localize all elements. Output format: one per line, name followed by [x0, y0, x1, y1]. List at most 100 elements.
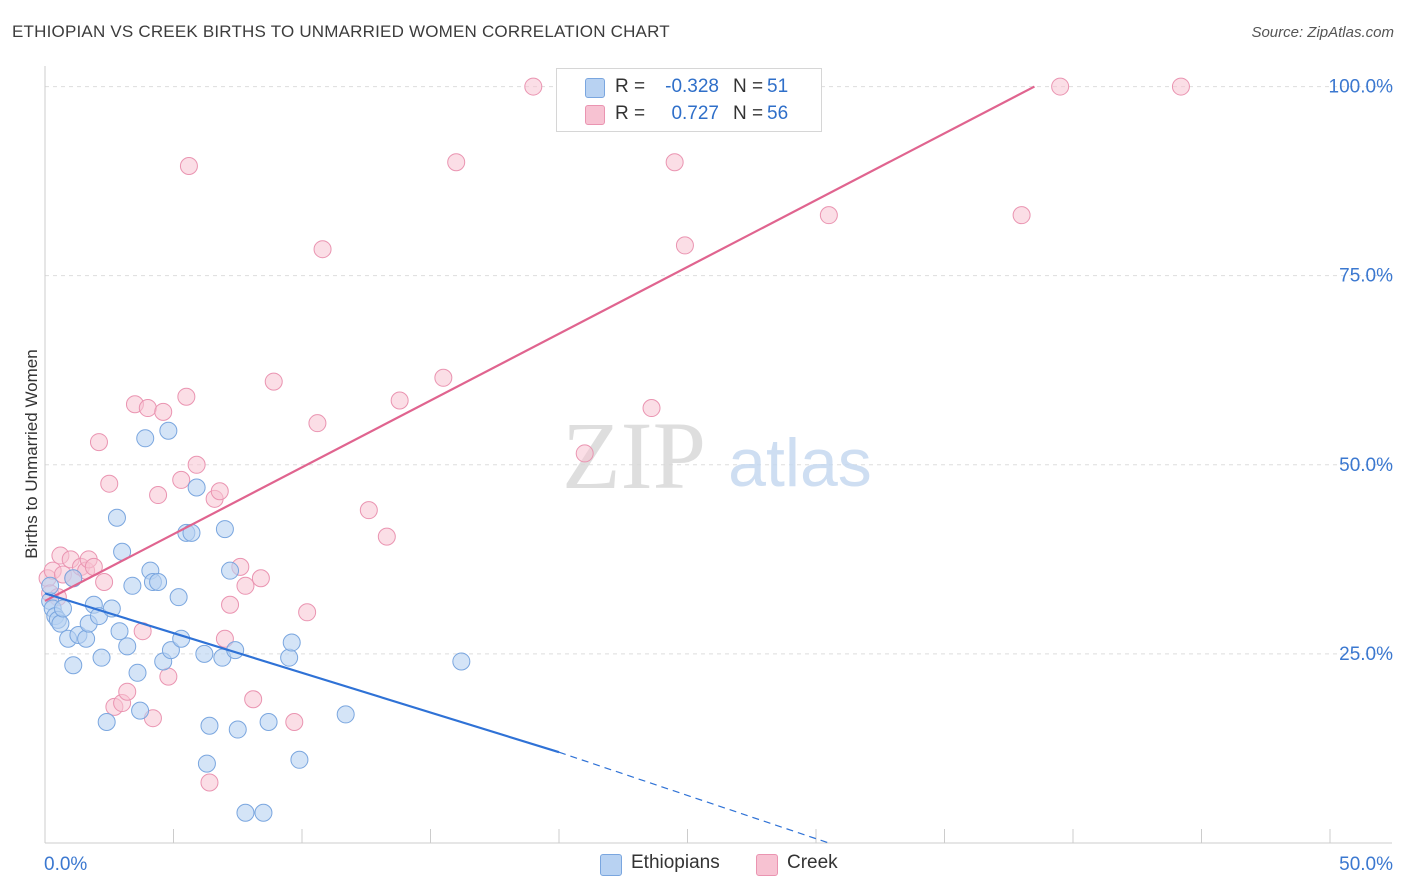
source-label: Source: ZipAtlas.com	[1251, 24, 1394, 41]
watermark: ZIP atlas	[562, 402, 872, 509]
ethiopian-point-46	[254, 803, 273, 822]
ethiopian-point-51	[336, 705, 355, 724]
ethiopian-point-38	[197, 754, 216, 773]
y-tick-label-1: 50.0%	[1339, 455, 1393, 476]
ethiopian-point-16	[97, 712, 116, 731]
ethiopian-point-18	[107, 508, 126, 527]
r-label: R =	[615, 103, 646, 124]
legend-row-ethiopians: R = -0.328 N = 51	[557, 74, 821, 100]
creek-point-37	[251, 569, 270, 588]
r-value: 0.727	[671, 103, 719, 124]
creek-point-39	[285, 712, 304, 731]
ethiopian-points	[41, 421, 471, 822]
creek-point-31	[210, 482, 229, 501]
creek-point-22	[149, 486, 168, 505]
r-value: -0.328	[665, 76, 719, 97]
creek-point-57	[1171, 77, 1190, 96]
y-tick-label-0: 25.0%	[1339, 644, 1393, 665]
creek-point-46	[434, 368, 453, 387]
creek-point-25	[172, 470, 191, 489]
ethiopian-trend-extension	[558, 751, 830, 844]
creek-point-55	[1012, 206, 1031, 225]
n-value: 56	[767, 103, 789, 124]
ethiopian-point-24	[131, 701, 150, 720]
ethiopians-swatch	[585, 78, 605, 98]
ethiopian-point-36	[187, 478, 206, 497]
ethiopian-point-44	[228, 720, 247, 739]
creek-point-23	[154, 402, 173, 421]
x-tick-label-min: 0.0%	[44, 854, 87, 875]
ethiopian-point-52	[452, 652, 471, 671]
creek-point-13	[95, 573, 114, 592]
creek-legend-swatch	[756, 854, 778, 876]
ethiopian-point-30	[159, 421, 178, 440]
creek-point-40	[298, 603, 317, 622]
ethiopian-point-23	[128, 663, 147, 682]
creek-point-20	[138, 399, 157, 418]
creek-point-32	[215, 629, 234, 648]
ethiopians-legend-swatch	[600, 854, 622, 876]
ethiopian-point-19	[110, 622, 129, 641]
n-label: N =	[733, 103, 764, 124]
chart-title: ETHIOPIAN VS CREEK BIRTHS TO UNMARRIED W…	[12, 22, 670, 41]
creek-point-17	[118, 682, 137, 701]
ethiopian-point-8	[64, 656, 83, 675]
tick-labels: 25.0% 50.0% 75.0% 100.0% 0.0% 50.0%	[44, 77, 1393, 875]
ethiopian-point-37	[195, 644, 214, 663]
ethiopian-point-15	[92, 648, 111, 667]
ethiopian-point-48	[280, 648, 299, 667]
ethiopian-trend-line	[44, 592, 560, 754]
creek-point-28	[187, 455, 206, 474]
creek-point-24	[159, 667, 178, 686]
creek-point-47	[447, 153, 466, 172]
y-axis-label: Births to Unmarried Women	[22, 349, 41, 559]
r-label: R =	[615, 76, 646, 97]
ethiopian-point-45	[236, 803, 255, 822]
creek-point-26	[177, 387, 196, 406]
ethiopian-point-22	[123, 576, 142, 595]
ethiopian-point-49	[282, 633, 301, 652]
creek-point-56	[1051, 77, 1070, 96]
creek-point-43	[359, 501, 378, 520]
creek-swatch	[585, 105, 605, 125]
creek-point-35	[236, 576, 255, 595]
creek-points	[38, 77, 1190, 792]
creek-point-45	[390, 391, 409, 410]
creek-point-42	[313, 240, 332, 259]
creek-point-12	[89, 433, 108, 452]
correlation-legend: R = -0.328 N = 51 R = 0.727 N = 56	[556, 68, 822, 132]
creek-point-52	[665, 153, 684, 172]
ethiopian-point-41	[215, 520, 234, 539]
ethiopian-point-42	[221, 561, 240, 580]
ethiopian-point-21	[118, 637, 137, 656]
watermark-atlas: atlas	[728, 425, 872, 501]
legend-row-creek: R = 0.727 N = 56	[557, 101, 821, 127]
ethiopian-point-39	[200, 716, 219, 735]
ethiopians-legend-label: Ethiopians	[631, 852, 720, 873]
creek-legend-label: Creek	[787, 852, 838, 873]
y-tick-label-3: 100.0%	[1329, 77, 1394, 98]
creek-trend-line	[44, 85, 1035, 602]
axes	[44, 66, 1392, 844]
ethiopian-point-28	[149, 573, 168, 592]
y-tick-label-2: 75.0%	[1339, 266, 1393, 287]
ethiopian-point-32	[169, 588, 188, 607]
gridlines	[45, 86, 1392, 655]
ethiopian-point-25	[136, 429, 155, 448]
n-value: 51	[767, 76, 789, 97]
ethiopian-point-5	[51, 614, 70, 633]
ethiopian-point-50	[290, 750, 309, 769]
ethiopian-point-6	[53, 599, 72, 618]
creek-point-49	[575, 444, 594, 463]
creek-point-36	[244, 690, 263, 709]
creek-point-14	[100, 474, 119, 493]
creek-point-54	[819, 206, 838, 225]
ethiopian-point-1	[41, 576, 60, 595]
creek-point-33	[221, 595, 240, 614]
creek-point-29	[200, 773, 219, 792]
creek-point-48	[524, 77, 543, 96]
creek-point-27	[179, 156, 198, 175]
n-label: N =	[733, 76, 764, 97]
ethiopian-point-31	[161, 641, 180, 660]
